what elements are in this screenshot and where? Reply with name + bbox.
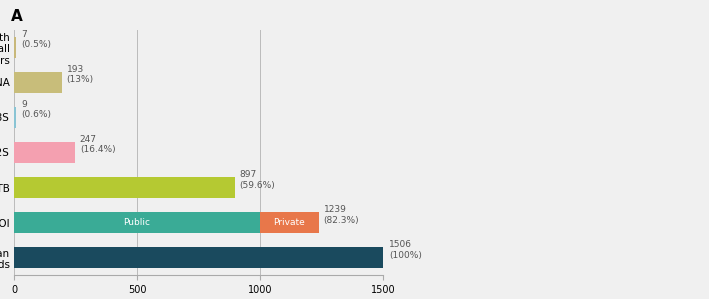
Text: A: A bbox=[11, 9, 23, 24]
Text: 9
(0.6%): 9 (0.6%) bbox=[21, 100, 51, 120]
Bar bbox=[14, 212, 260, 233]
Text: 1239
(82.3%): 1239 (82.3%) bbox=[323, 205, 359, 225]
Text: 247
(16.4%): 247 (16.4%) bbox=[80, 135, 116, 155]
Bar bbox=[14, 37, 16, 58]
Bar bbox=[14, 72, 62, 93]
Bar bbox=[14, 247, 384, 268]
Text: Private: Private bbox=[274, 218, 305, 227]
Text: 7
(0.5%): 7 (0.5%) bbox=[21, 30, 51, 49]
Bar bbox=[14, 107, 16, 128]
Text: 1506
(100%): 1506 (100%) bbox=[389, 240, 422, 260]
Bar bbox=[260, 212, 319, 233]
Text: Public: Public bbox=[123, 218, 150, 227]
Text: 897
(59.6%): 897 (59.6%) bbox=[240, 170, 275, 190]
Text: 193
(13%): 193 (13%) bbox=[67, 65, 94, 84]
Bar bbox=[14, 177, 235, 198]
Bar bbox=[14, 142, 75, 163]
